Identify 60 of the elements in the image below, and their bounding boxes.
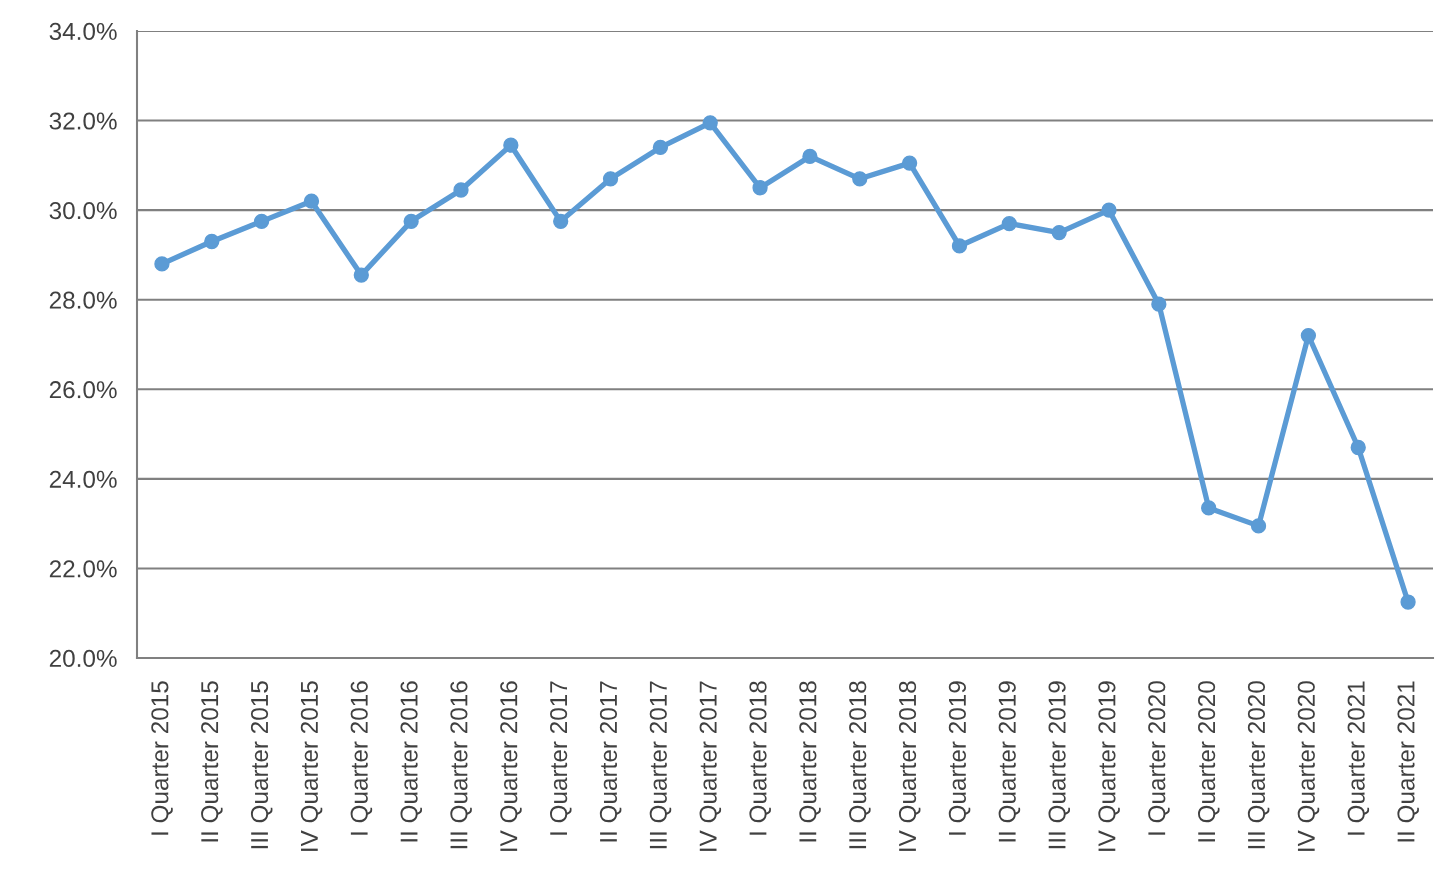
point [951, 238, 968, 254]
x-tick-label: III Quarter 2017 [649, 681, 672, 849]
point [1400, 594, 1416, 610]
point [652, 139, 669, 156]
x-tick-label: II Quarter 2021 [1397, 681, 1419, 842]
x-tick-label: IV Quarter 2017 [699, 681, 722, 851]
x-tick-label: III Quarter 2019 [1048, 681, 1071, 849]
point [852, 171, 868, 187]
x-tick-label: II Quarter 2019 [998, 681, 1021, 842]
x-tick-label: II Quarter 2018 [799, 681, 821, 842]
point [1051, 224, 1067, 241]
x-tick-label: IV Quarter 2019 [1098, 681, 1120, 851]
point [353, 267, 369, 283]
x-tick-label: I Quarter 2016 [350, 681, 373, 835]
point [901, 155, 918, 171]
x-tick-label: I Quarter 2019 [948, 681, 971, 835]
x-tick-label: III Quarter 2020 [1247, 681, 1270, 849]
point [204, 233, 220, 250]
point [1201, 500, 1217, 516]
x-tick-label: III Quarter 2016 [450, 681, 472, 849]
x-tick-label: IV Quarter 2020 [1297, 681, 1320, 851]
x-tick-label: IV Quarter 2015 [300, 681, 323, 851]
point [303, 193, 320, 209]
point [1250, 518, 1267, 534]
point [453, 182, 469, 198]
y-tick-label: 30.0% [49, 201, 117, 220]
point [1001, 215, 1017, 232]
x-tick-label: II Quarter 2015 [201, 681, 223, 842]
x-tick-label: III Quarter 2018 [849, 681, 871, 849]
point [503, 137, 519, 153]
y-tick-label: 28.0% [49, 291, 117, 309]
y-tick-label: 34.0% [49, 22, 117, 41]
point [154, 256, 170, 272]
x-tick-label: I Quarter 2015 [151, 681, 173, 835]
x-tick-label: I Quarter 2020 [1148, 681, 1170, 835]
point [702, 115, 718, 131]
point [1151, 296, 1167, 312]
y-tick-label: 32.0% [49, 112, 117, 130]
point [802, 148, 818, 165]
y-tick-label: 26.0% [49, 381, 117, 399]
point [403, 213, 419, 229]
y-tick-label: 22.0% [49, 560, 117, 578]
x-tick-label: IV Quarter 2016 [500, 681, 522, 851]
point [1350, 439, 1366, 456]
y-tick-label: 20.0% [49, 649, 117, 668]
y-tick-label: 24.0% [49, 470, 117, 488]
point [1300, 327, 1317, 344]
point [752, 180, 768, 196]
x-tick-label: II Quarter 2020 [1198, 681, 1220, 842]
point [1101, 202, 1117, 218]
x-tick-label: I Quarter 2017 [550, 681, 572, 835]
x-tick-label: I Quarter 2021 [1347, 681, 1370, 835]
point [553, 213, 569, 229]
x-tick-label: I Quarter 2018 [749, 681, 771, 835]
point [253, 213, 270, 229]
point [602, 171, 619, 187]
x-tick-label: IV Quarter 2018 [898, 681, 921, 851]
x-tick-label: II Quarter 2016 [400, 681, 423, 842]
x-tick-label: III Quarter 2015 [250, 681, 273, 849]
x-tick-label: II Quarter 2017 [599, 681, 622, 842]
